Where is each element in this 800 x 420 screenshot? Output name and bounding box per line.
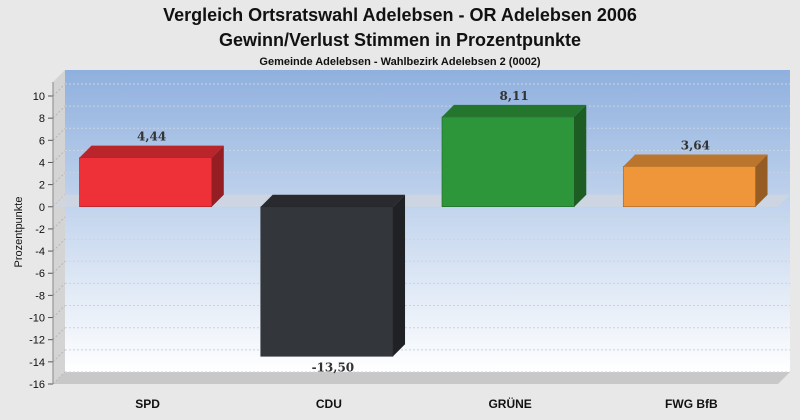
bar-top [441, 104, 587, 117]
plot-back-wall [65, 70, 790, 372]
bar-side [393, 194, 406, 357]
chart-caption: Gemeinde Adelebsen - Wahlbezirk Adelebse… [259, 56, 541, 68]
gridline-side [52, 172, 66, 185]
y-tick-label: 2 [39, 180, 45, 192]
y-tick-label: -14 [29, 357, 45, 369]
y-tick-label: -12 [29, 335, 45, 347]
gridline-side [52, 238, 66, 252]
bar-side [574, 104, 587, 207]
y-tick-label: 4 [39, 157, 45, 169]
chart-subtitle: Gewinn/Verlust Stimmen in Prozentpunkte [219, 30, 581, 50]
plot-area: 10 8 6 4 2 0 -2 -4 -6 -8 -10 -12 -14 -16 4,44 SPD -13,50… [29, 70, 790, 411]
gridline-side [52, 305, 66, 318]
gridline-side [52, 260, 66, 274]
gridline-side [52, 150, 66, 163]
data-label: 3,64 [681, 138, 710, 152]
y-tick-label: 10 [33, 91, 45, 103]
gridline-side [52, 349, 66, 363]
gridline-side [52, 371, 66, 385]
data-label: 4,44 [137, 130, 166, 144]
bar-fwg-bfb [622, 166, 756, 208]
y-tick-label: 8 [39, 113, 45, 125]
gridline-side [52, 83, 66, 97]
y-tick-label: -2 [35, 224, 45, 236]
x-tick-label: CDU [316, 397, 342, 411]
bar-top [79, 145, 224, 158]
plot-floor [53, 372, 790, 384]
zero-plane [53, 194, 790, 207]
bar-cdu [260, 206, 394, 357]
gridline-side [52, 105, 66, 119]
data-label: 8,11 [500, 89, 529, 103]
y-tick-label: -4 [35, 246, 45, 258]
plot-side-wall [53, 70, 65, 384]
bar-grüne [441, 116, 575, 208]
gridline-side [52, 127, 66, 141]
bar-top [260, 194, 406, 207]
y-tick-label: -10 [29, 313, 45, 325]
bar-side [755, 154, 768, 207]
y-axis-label: Prozentpunkte [13, 197, 25, 268]
x-tick-label: FWG BfB [665, 397, 718, 411]
y-tick-label: -16 [29, 379, 45, 391]
data-label: -13,50 [312, 360, 355, 374]
chart-title: Vergleich Ortsratswahl Adelebsen - OR Ad… [163, 5, 637, 25]
gridline-side [52, 283, 66, 296]
x-tick-label: GRÜNE [488, 396, 531, 411]
gridline-side [52, 216, 66, 230]
y-tick-label: 0 [39, 202, 45, 214]
bar-side [211, 145, 224, 207]
y-tick-label: -6 [35, 268, 45, 280]
gridline-side [52, 327, 66, 341]
bar-spd [79, 157, 213, 208]
y-tick-label: 6 [39, 135, 45, 147]
y-tick-label: -8 [35, 290, 45, 302]
x-tick-label: SPD [135, 397, 160, 411]
bar-top [623, 154, 768, 167]
